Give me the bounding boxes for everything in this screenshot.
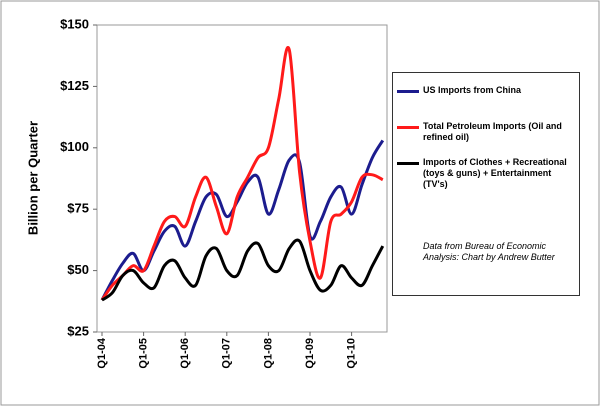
legend-label: Imports of Clothes + Recreational (toys … <box>423 157 567 189</box>
plot-area <box>96 24 388 333</box>
legend: Data from Bureau of Economic Analysis: C… <box>392 72 580 296</box>
legend-item: Total Petroleum Imports (Oil and refined… <box>397 121 577 143</box>
legend-swatch <box>397 90 419 93</box>
y-axis-label: Billion per Quarter <box>25 121 40 235</box>
x-tick-label: Q1-09 <box>304 338 316 369</box>
x-tick-label: Q1-05 <box>138 338 150 369</box>
legend-label: Total Petroleum Imports (Oil and refined… <box>423 121 562 142</box>
x-tick-label: Q1-06 <box>179 338 191 369</box>
y-tick-label: $100 <box>60 139 89 154</box>
y-tick-label: $150 <box>60 16 89 31</box>
legend-item: US Imports from China <box>397 85 577 96</box>
y-tick-label: $25 <box>67 323 89 338</box>
x-tick-label: Q1-04 <box>96 337 108 368</box>
note: Data from Bureau of Economic Analysis: C… <box>423 241 555 262</box>
x-tick-label: Q1-08 <box>262 338 274 369</box>
legend-item: Imports of Clothes + Recreational (toys … <box>397 157 577 190</box>
x-tick-label: Q1-10 <box>346 338 358 369</box>
y-tick-label: $125 <box>60 78 89 93</box>
legend-swatch <box>397 126 419 129</box>
x-tick-label: Q1-07 <box>221 338 233 369</box>
legend-label: US Imports from China <box>423 85 522 95</box>
series-line <box>100 45 384 301</box>
series-line <box>101 238 385 302</box>
legend-swatch <box>397 162 419 165</box>
y-tick-label: $75 <box>67 201 89 216</box>
y-tick-label: $50 <box>67 262 89 277</box>
